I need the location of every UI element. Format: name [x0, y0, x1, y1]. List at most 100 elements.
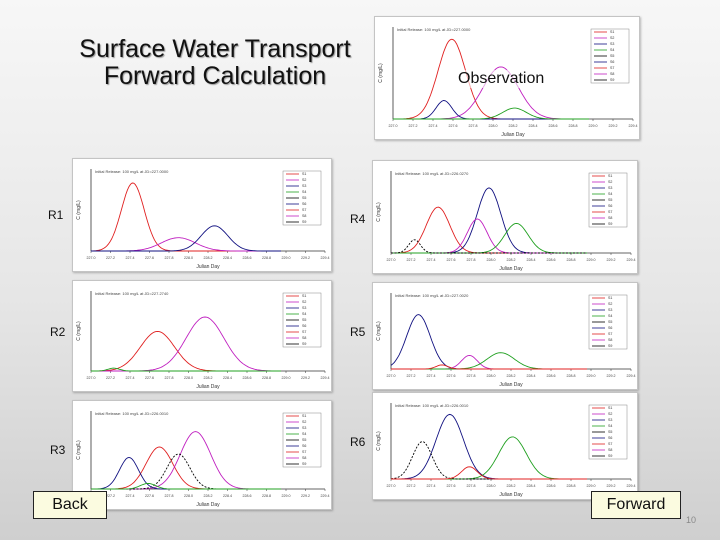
legend-entry: S6 — [302, 324, 306, 328]
legend-entry: S2 — [302, 420, 306, 424]
legend-entry: S1 — [608, 296, 612, 300]
legend-entry: S3 — [610, 42, 614, 46]
x-tick-label: 227.4 — [427, 374, 436, 378]
x-tick-label: 228.8 — [567, 374, 576, 378]
x-tick-label: 229.0 — [282, 494, 291, 498]
series-curve — [393, 107, 589, 120]
series-curve — [390, 314, 587, 370]
x-tick-label: 228.6 — [243, 494, 252, 498]
x-tick-label: 228.6 — [547, 374, 556, 378]
x-tick-label: 228.0 — [184, 256, 193, 260]
legend-entry: S7 — [608, 210, 612, 214]
legend-entry: S2 — [608, 180, 612, 184]
x-tick-label: 229.0 — [587, 484, 596, 488]
legend-entry: S5 — [302, 438, 306, 442]
legend-entry: S2 — [302, 178, 306, 182]
x-tick-label: 228.2 — [507, 374, 516, 378]
x-tick-label: 228.0 — [487, 484, 496, 488]
x-tick-label: 228.2 — [507, 484, 516, 488]
chart-r3: Initial Release: 100 mg/L at JD=226.0010… — [72, 400, 332, 510]
series-curve — [391, 222, 587, 254]
legend-entry: S2 — [608, 302, 612, 306]
y-axis-label: C (mg/L) — [76, 321, 82, 341]
legend-entry: S3 — [302, 184, 306, 188]
chart-svg-r2: Initial Release: 100 mg/L at JD=227.2740… — [76, 291, 330, 390]
x-tick-label: 227.8 — [165, 494, 174, 498]
x-tick-label: 228.0 — [487, 258, 496, 262]
page-number: 10 — [685, 515, 696, 525]
x-tick-label: 227.4 — [126, 494, 135, 498]
chart-r2: Initial Release: 100 mg/L at JD=227.2740… — [72, 280, 332, 392]
x-tick-label: 229.0 — [587, 374, 596, 378]
x-tick-label: 229.2 — [301, 494, 310, 498]
x-axis-label: Julian Day — [499, 266, 523, 272]
slide-title: Surface Water Transport Forward Calculat… — [79, 35, 351, 90]
legend-entry: S5 — [610, 54, 614, 58]
x-tick-label: 228.2 — [204, 376, 213, 380]
x-tick-label: 229.2 — [301, 256, 310, 260]
x-axis-label: Julian Day — [196, 384, 220, 390]
legend-entry: S6 — [608, 204, 612, 208]
x-tick-label: 229.4 — [321, 494, 330, 498]
legend-entry: S7 — [608, 332, 612, 336]
legend-entry: S8 — [608, 338, 612, 342]
x-tick-label: 228.8 — [262, 376, 271, 380]
series-curve — [91, 367, 281, 372]
run-label-r4: R4 — [350, 212, 366, 226]
x-tick-label: 227.0 — [87, 256, 96, 260]
x-tick-label: 228.8 — [567, 258, 576, 262]
x-tick-label: 228.4 — [527, 484, 536, 488]
x-tick-label: 227.4 — [429, 124, 438, 128]
x-tick-label: 228.2 — [509, 124, 518, 128]
x-tick-label: 228.4 — [223, 256, 232, 260]
x-tick-label: 229.0 — [589, 124, 598, 128]
series-curve — [391, 239, 587, 254]
x-tick-label: 228.0 — [184, 376, 193, 380]
x-tick-label: 229.2 — [607, 258, 616, 262]
series-curve — [91, 237, 281, 252]
legend-entry: S4 — [302, 312, 306, 316]
x-tick-label: 228.6 — [243, 256, 252, 260]
x-tick-label: 228.4 — [529, 124, 538, 128]
legend-entry: S3 — [608, 418, 612, 422]
observation-chart: Initial Release: 100 mg/L at JD=227.0000… — [374, 16, 640, 140]
legend-entry: S9 — [608, 344, 612, 348]
x-tick-label: 227.8 — [467, 374, 476, 378]
x-tick-label: 227.2 — [106, 376, 115, 380]
x-tick-label: 228.4 — [223, 376, 232, 380]
x-tick-label: 228.6 — [547, 484, 556, 488]
legend-entry: S5 — [608, 198, 612, 202]
series-curve — [91, 225, 281, 252]
x-tick-label: 229.4 — [321, 376, 330, 380]
y-axis-label: C (mg/L) — [76, 440, 82, 460]
series-curve — [91, 482, 281, 490]
observation-label: Observation — [458, 70, 545, 88]
back-button[interactable]: Back — [33, 491, 107, 519]
x-tick-label: 227.6 — [447, 258, 456, 262]
series-curve — [391, 352, 587, 370]
x-tick-label: 227.2 — [106, 494, 115, 498]
legend-entry: S9 — [608, 454, 612, 458]
series-curve — [391, 187, 587, 254]
legend-entry: S4 — [302, 190, 306, 194]
series-curve — [391, 466, 587, 480]
legend-entry: S1 — [302, 294, 306, 298]
x-axis-label: Julian Day — [499, 382, 523, 388]
y-axis-label: C (mg/L) — [76, 200, 82, 220]
series-curve — [91, 316, 281, 372]
x-tick-label: 227.6 — [447, 374, 456, 378]
legend-entry: S5 — [302, 318, 306, 322]
legend-entry: S8 — [608, 448, 612, 452]
x-tick-label: 229.2 — [301, 376, 310, 380]
x-tick-label: 228.4 — [527, 258, 536, 262]
x-tick-label: 228.0 — [184, 494, 193, 498]
x-tick-label: 227.2 — [407, 258, 416, 262]
legend-entry: S5 — [608, 320, 612, 324]
series-curve — [391, 206, 587, 254]
forward-button[interactable]: Forward — [591, 491, 681, 519]
x-tick-label: 228.8 — [262, 256, 271, 260]
legend-entry: S8 — [608, 216, 612, 220]
x-tick-label: 227.2 — [106, 256, 115, 260]
series-curve — [391, 364, 587, 370]
chart-svg-r4: Initial Release: 100 mg/L at JD=226.0270… — [376, 171, 636, 272]
